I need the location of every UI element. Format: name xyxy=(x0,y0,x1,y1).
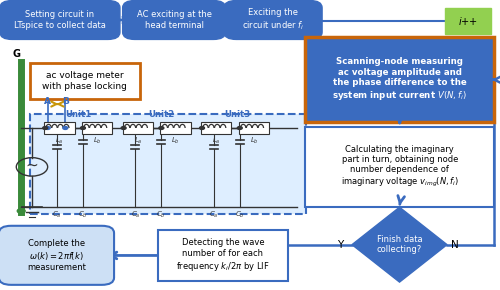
FancyBboxPatch shape xyxy=(158,230,288,281)
Circle shape xyxy=(45,126,50,129)
Text: Calculating the imaginary
part in turn, obtaining node
number dependence of
imag: Calculating the imaginary part in turn, … xyxy=(340,145,459,189)
FancyBboxPatch shape xyxy=(0,226,114,285)
FancyBboxPatch shape xyxy=(44,122,74,134)
Text: $i$++: $i$++ xyxy=(458,15,478,27)
FancyBboxPatch shape xyxy=(30,63,140,99)
Circle shape xyxy=(63,126,68,129)
FancyBboxPatch shape xyxy=(0,1,120,39)
Circle shape xyxy=(238,126,242,129)
FancyBboxPatch shape xyxy=(122,122,153,134)
FancyBboxPatch shape xyxy=(306,126,494,207)
Text: A: A xyxy=(44,97,51,106)
Text: Exciting the
circuit under $f_i$: Exciting the circuit under $f_i$ xyxy=(242,8,304,32)
Text: $L_a$: $L_a$ xyxy=(134,135,142,146)
Circle shape xyxy=(121,126,126,129)
Text: ~: ~ xyxy=(26,158,38,173)
Circle shape xyxy=(159,126,164,129)
Text: Y: Y xyxy=(336,240,343,250)
Text: G: G xyxy=(12,49,20,59)
Text: Unit3: Unit3 xyxy=(224,110,251,119)
FancyBboxPatch shape xyxy=(201,122,232,134)
Text: Complete the
$\omega(k)=2\pi f(k)$
measurement: Complete the $\omega(k)=2\pi f(k)$ measu… xyxy=(27,239,86,272)
Text: $L_b$: $L_b$ xyxy=(250,135,258,146)
Text: $C_a$: $C_a$ xyxy=(130,209,140,220)
Text: $L_b$: $L_b$ xyxy=(171,135,180,146)
FancyBboxPatch shape xyxy=(224,1,322,39)
Text: $C_a$: $C_a$ xyxy=(209,209,218,220)
FancyBboxPatch shape xyxy=(30,114,306,214)
FancyBboxPatch shape xyxy=(82,122,112,134)
FancyBboxPatch shape xyxy=(160,122,191,134)
Text: N: N xyxy=(450,240,458,250)
Text: Detecting the wave
number of for each
frequency $k_i/2\pi$ by LIF: Detecting the wave number of for each fr… xyxy=(176,238,270,273)
FancyBboxPatch shape xyxy=(306,37,494,122)
Circle shape xyxy=(200,126,204,129)
FancyBboxPatch shape xyxy=(239,122,269,134)
Text: $C_b$: $C_b$ xyxy=(78,209,88,220)
Text: $L_a$: $L_a$ xyxy=(212,135,220,146)
Text: Finish data
collecting?: Finish data collecting? xyxy=(376,235,422,254)
Text: Unit1: Unit1 xyxy=(66,110,92,119)
FancyBboxPatch shape xyxy=(445,8,492,34)
Text: $L_a$: $L_a$ xyxy=(55,135,64,146)
Text: Setting circuit in
LTspice to collect data: Setting circuit in LTspice to collect da… xyxy=(14,10,106,30)
Polygon shape xyxy=(352,207,447,282)
Circle shape xyxy=(43,126,48,129)
Circle shape xyxy=(80,126,86,129)
Text: $L_b$: $L_b$ xyxy=(93,135,102,146)
Text: B: B xyxy=(62,97,68,106)
Text: AC exciting at the
head terminal: AC exciting at the head terminal xyxy=(136,10,212,30)
Text: ac voltage meter
with phase locking: ac voltage meter with phase locking xyxy=(42,72,127,91)
FancyBboxPatch shape xyxy=(122,1,226,39)
Text: $C_b$: $C_b$ xyxy=(156,209,166,220)
Text: $C_a$: $C_a$ xyxy=(52,209,62,220)
Text: Unit2: Unit2 xyxy=(148,110,175,119)
Circle shape xyxy=(18,209,25,213)
Text: Scanning-node measuring
ac voltage amplitude and
the phase difference to the
sys: Scanning-node measuring ac voltage ampli… xyxy=(332,57,467,102)
Text: $C_b$: $C_b$ xyxy=(235,209,244,220)
